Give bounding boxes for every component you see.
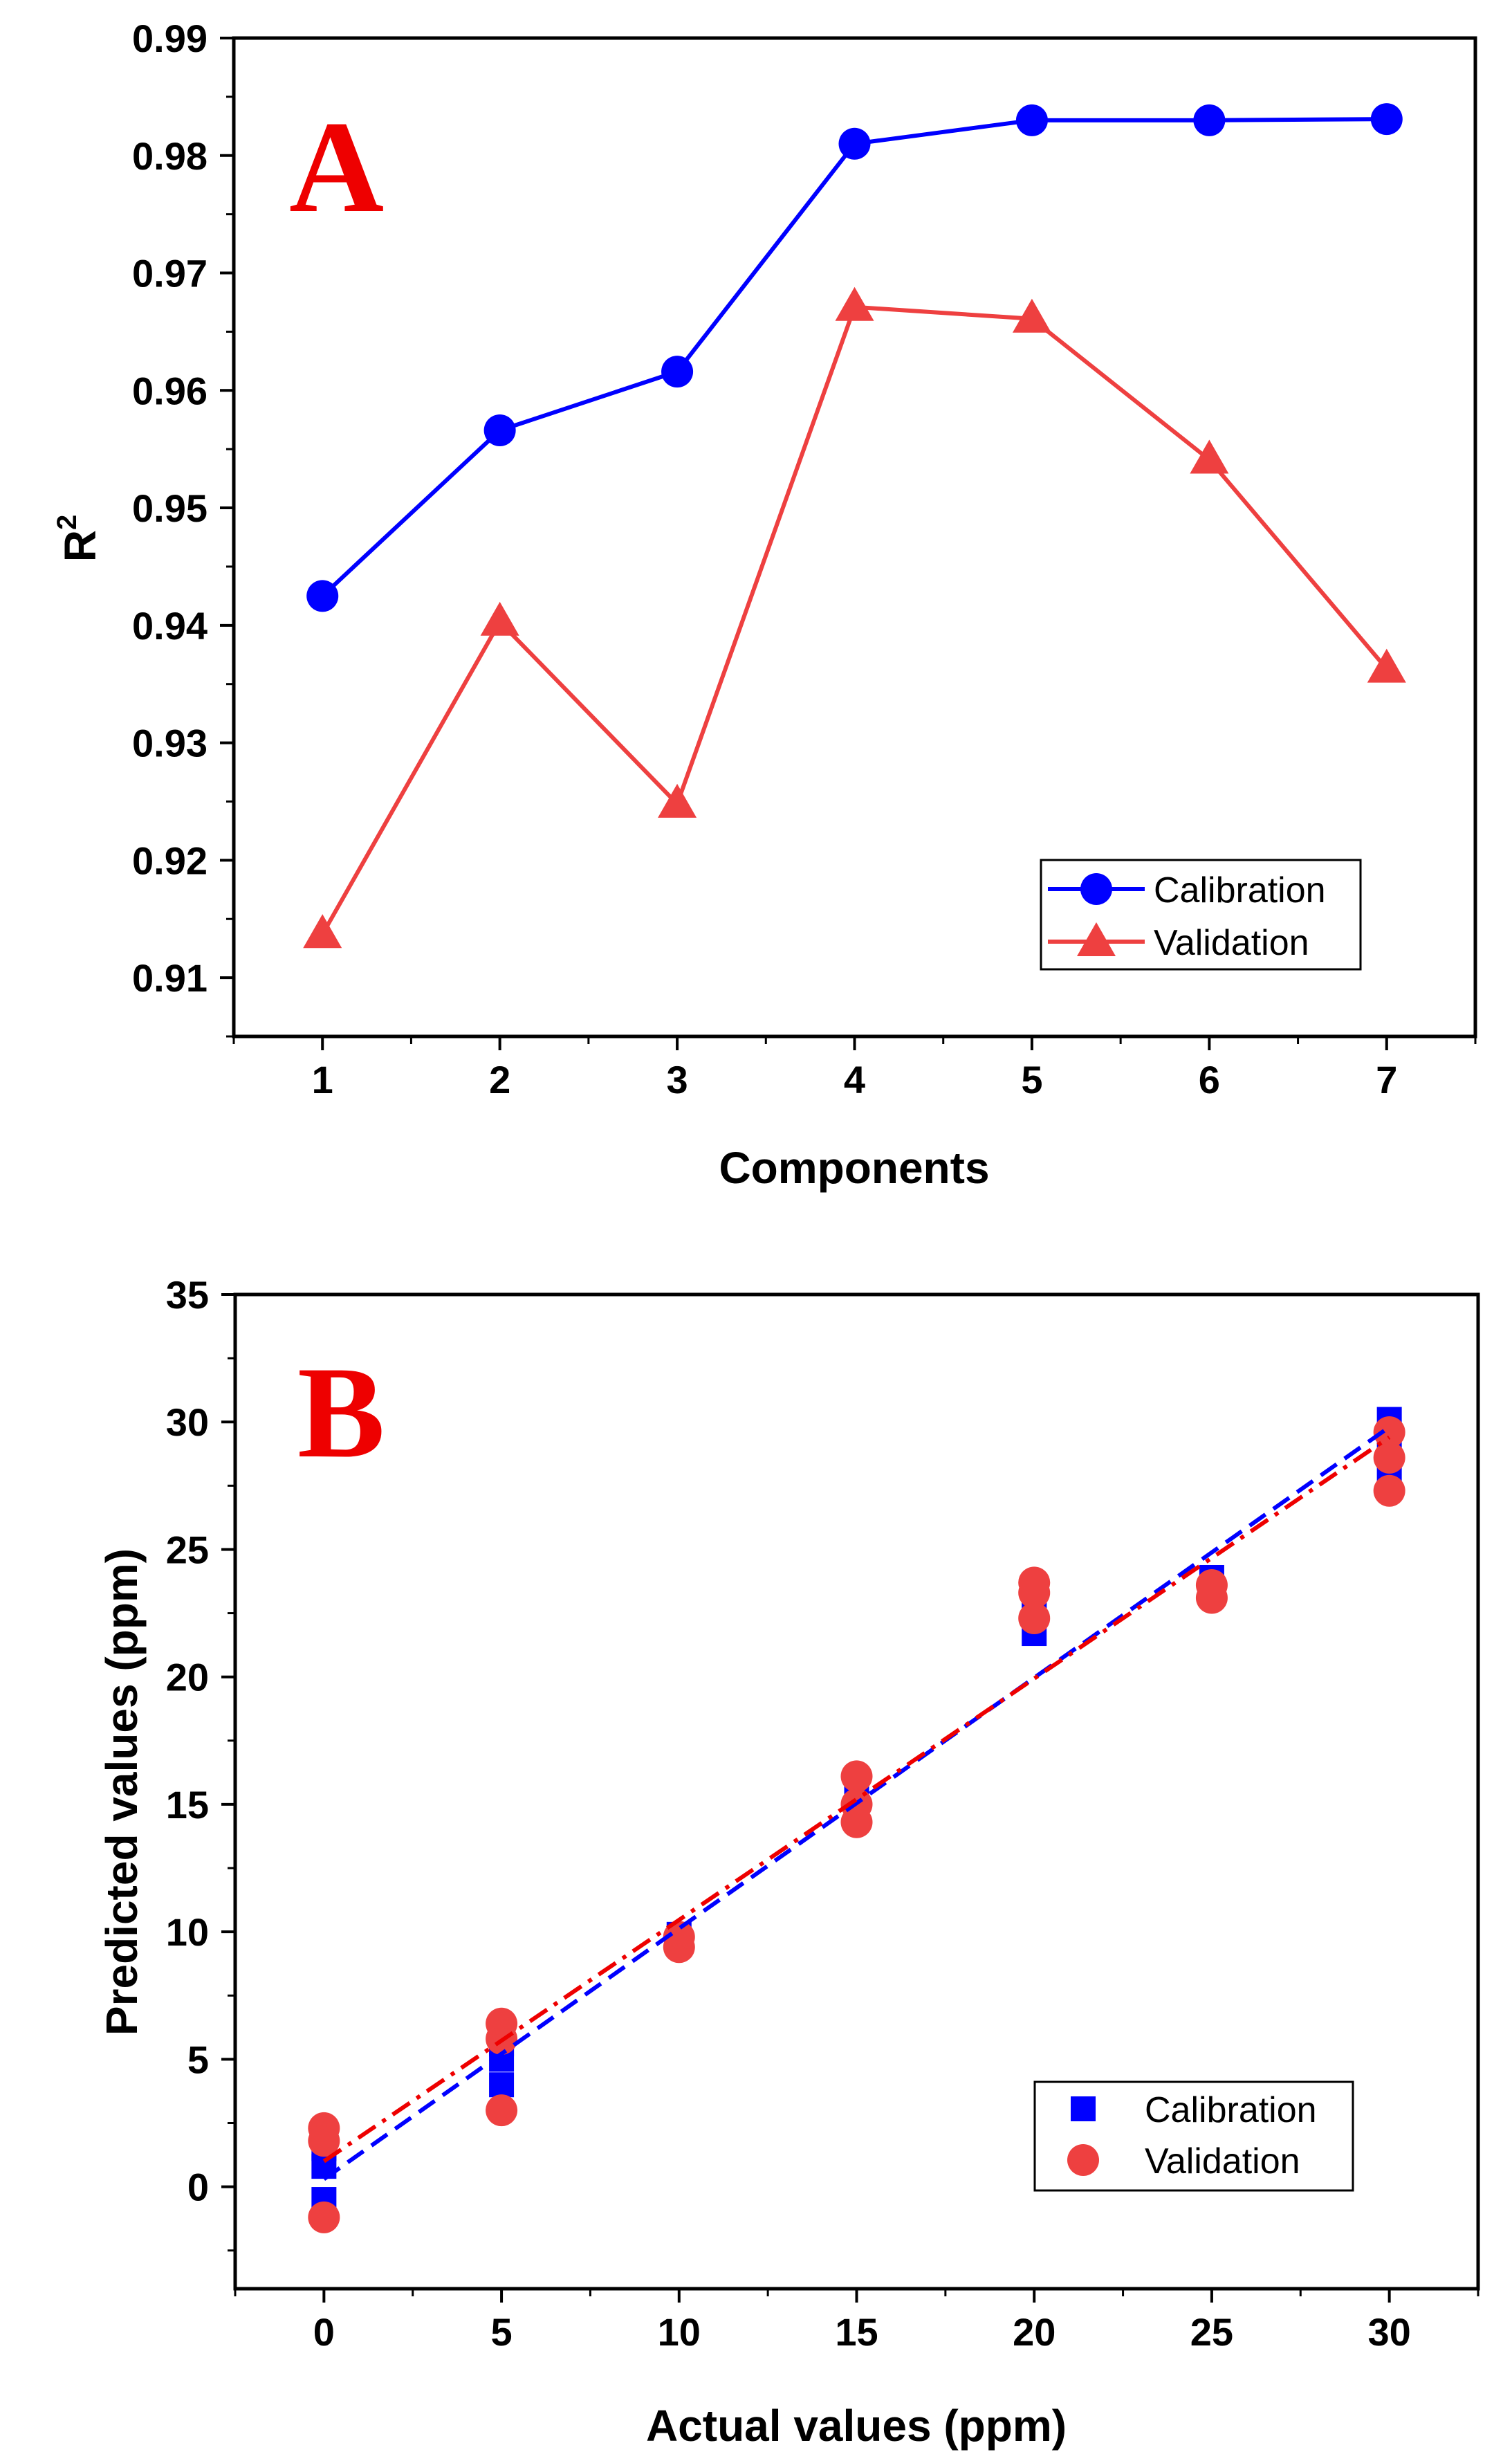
panel-b-x-tick-label: 30 [1367, 2310, 1410, 2354]
panel-b-y-tick-label: 15 [166, 1783, 209, 1827]
panel-a-ticks: 1 2 3 4 5 6 7 0.91 0.92 0.93 0.94 0.95 0.96 0.97 0.98 0… [132, 17, 1477, 1101]
panel-a-y-tick-label: 0.93 [132, 722, 208, 765]
panel-b-x-tick-label: 25 [1190, 2310, 1233, 2354]
panel-a-plot-area [303, 103, 1406, 949]
validation-data-point [1012, 298, 1051, 333]
panel-b-legend-item-calibration: Calibration [1071, 2090, 1317, 2130]
panel-b-x-tick-label: 0 [313, 2310, 335, 2354]
validation-data-point [1018, 1602, 1051, 1634]
panel-a-x-tick-label: 7 [1376, 1058, 1397, 1101]
panel-b-y-tick-label: 5 [187, 2038, 209, 2081]
panel-a-letter: A [289, 95, 384, 240]
panel-b-y-tick-label: 30 [166, 1400, 209, 1444]
panel-b-y-tick-label: 25 [166, 1528, 209, 1571]
panel-a-x-axis-title: Components [719, 1143, 989, 1193]
panel-b-x-tick-label: 20 [1013, 2310, 1055, 2354]
calibration-data-point [1015, 104, 1048, 136]
panel-a-y-axis-title-superscript: 2 [52, 515, 82, 530]
panel-a-y-tick-label: 0.91 [132, 956, 208, 1000]
panel-a-y-tick-label: 0.99 [132, 17, 208, 60]
panel-b-y-axis-title: Predicted values (ppm) [97, 1548, 147, 2035]
validation-data-point [658, 783, 697, 818]
panel-b-plot-area [308, 1407, 1405, 2233]
fit-line-validation [322, 1435, 1391, 2163]
calibration-data-point [1370, 103, 1403, 136]
calibration-data-point [483, 414, 516, 447]
panel-a-y-tick-label: 0.92 [132, 839, 208, 882]
legend-label: Calibration [1154, 870, 1326, 911]
legend-label: Validation [1154, 923, 1309, 963]
calibration-data-point [489, 2072, 515, 2098]
panel-b-y-tick-label: 10 [166, 1910, 209, 1954]
panel-a-x-tick-label: 1 [312, 1058, 333, 1101]
validation-data-point [835, 286, 874, 321]
panel-b-legend: Calibration Validation [1033, 2080, 1354, 2192]
panel-a-y-tick-label: 0.97 [132, 252, 208, 295]
panel-a-y-tick-label: 0.98 [132, 134, 208, 178]
panel-a-legend-item-calibration: Calibration [1048, 870, 1326, 911]
validation-data-point [1367, 648, 1406, 683]
legend-swatch-triangle-marker [1077, 922, 1116, 956]
panel-a-y-axis-title: R2 [52, 515, 105, 562]
panel-a-x-tick-label: 5 [1021, 1058, 1042, 1101]
panel-b-y-tick-label: 35 [166, 1273, 209, 1317]
validation-data-point [308, 2201, 340, 2233]
calibration-data-point [306, 580, 339, 612]
panel-a-legend: Calibration Validation [1040, 859, 1362, 971]
validation-data-point [840, 1760, 873, 1793]
panel-b-x-tick-label: 10 [658, 2310, 701, 2354]
panel-b-x-tick-label: 15 [835, 2310, 878, 2354]
calibration-data-point [661, 356, 694, 388]
panel-a-y-tick-label: 0.96 [132, 369, 208, 412]
panel-b-legend-item-validation: Validation [1067, 2141, 1300, 2181]
panel-b-chart: 0 5 10 15 20 25 30 0 5 10 15 20 25 30 35 B Actual valu… [97, 1273, 1480, 2451]
validation-data-point [663, 1921, 695, 1953]
validation-data-point [1195, 1569, 1228, 1602]
validation-data-point [1373, 1474, 1405, 1507]
panel-a-chart: 1 2 3 4 5 6 7 0.91 0.92 0.93 0.94 0.95 0.96 0.97 0.98 0… [52, 17, 1477, 1193]
panel-a-legend-item-validation: Validation [1048, 922, 1309, 963]
validation-data-point [1018, 1566, 1051, 1599]
validation-data-point [308, 2112, 340, 2144]
panel-a-y-tick-label: 0.94 [132, 604, 208, 648]
validation-data-point [486, 2007, 518, 2040]
panel-a-x-tick-label: 3 [666, 1058, 688, 1101]
panel-b-y-tick-label: 20 [166, 1656, 209, 1699]
validation-data-point [1373, 1416, 1405, 1448]
validation-data-point [480, 601, 519, 636]
calibration-data-point [838, 127, 871, 160]
legend-swatch-circle-marker [1080, 873, 1112, 905]
validation-data-point [1373, 1441, 1405, 1474]
panel-a-y-axis-title-base: R [55, 530, 105, 562]
validation-data-point [303, 914, 342, 949]
legend-swatch-square-marker [1071, 2096, 1096, 2121]
panel-a-y-tick-label: 0.95 [132, 486, 208, 530]
fit-line-calibration [322, 1425, 1391, 2181]
legend-label: Calibration [1145, 2090, 1317, 2130]
panel-b-letter: B [297, 1340, 385, 1485]
panel-b-ticks: 0 5 10 15 20 25 30 0 5 10 15 20 25 30 35 [166, 1273, 1479, 2354]
panel-b-x-tick-label: 5 [490, 2310, 512, 2354]
panel-a-x-tick-label: 6 [1199, 1058, 1220, 1101]
panel-a-x-tick-label: 4 [844, 1058, 865, 1101]
panel-b-y-tick-label: 0 [187, 2166, 209, 2209]
panel-a-x-tick-label: 2 [489, 1058, 510, 1101]
panel-b-x-axis-title: Actual values (ppm) [646, 2401, 1067, 2451]
validation-data-point [1190, 439, 1229, 474]
validation-data-point [486, 2094, 518, 2127]
calibration-data-point [1193, 104, 1226, 136]
legend-swatch-circle-marker [1067, 2144, 1099, 2176]
legend-label: Validation [1145, 2141, 1300, 2181]
